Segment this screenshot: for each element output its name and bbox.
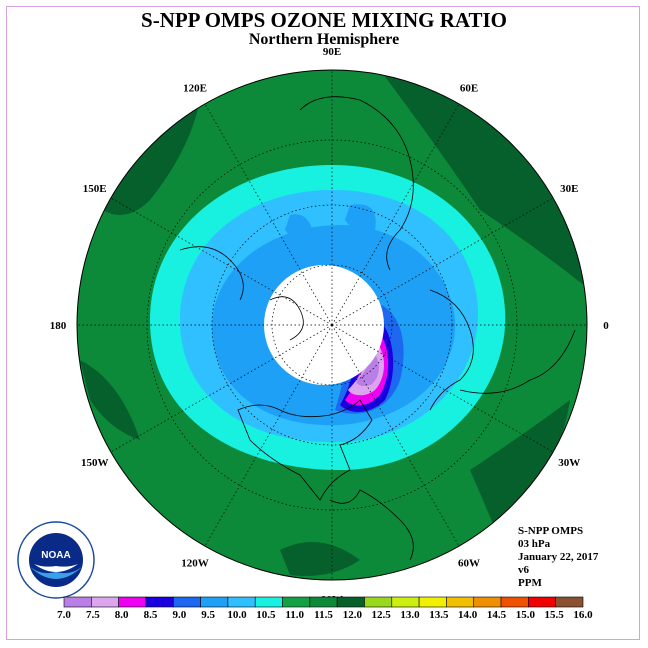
map-border: [76, 69, 588, 581]
info-date: January 22, 2017: [518, 551, 599, 563]
longitude-label: 30E: [560, 183, 578, 195]
info-instrument: S-NPP OMPS: [518, 525, 584, 537]
map-title: S-NPP OMPS OZONE MIXING RATIO: [141, 8, 507, 32]
longitude-label: 60E: [460, 83, 478, 95]
longitude-label: 90W: [321, 594, 343, 606]
longitude-label: 0: [603, 320, 609, 332]
map-subtitle: Northern Hemisphere: [248, 31, 400, 48]
longitude-label: 180: [50, 320, 67, 332]
figure-frame: [6, 6, 640, 640]
coastlines: [179, 96, 576, 561]
longitude-label: 30W: [558, 457, 580, 469]
longitude-label: 120W: [181, 557, 209, 569]
longitude-labels: 90E 60E 30E 0 30W 60W 90W 120W 150W 180 150E 120E: [50, 46, 610, 606]
noaa-logo-text: NOAA: [41, 550, 70, 561]
longitude-label: 60W: [458, 557, 480, 569]
longitude-label: 90E: [323, 46, 341, 58]
info-level: 03 hPa: [518, 538, 551, 550]
longitude-label: 120E: [183, 83, 207, 95]
longitude-label: 150E: [83, 183, 107, 195]
longitude-label: 150W: [81, 457, 109, 469]
info-units: PPM: [518, 577, 542, 589]
info-version: v6: [518, 564, 529, 576]
graticule: [77, 70, 587, 580]
noaa-logo: NOAA: [17, 521, 95, 599]
